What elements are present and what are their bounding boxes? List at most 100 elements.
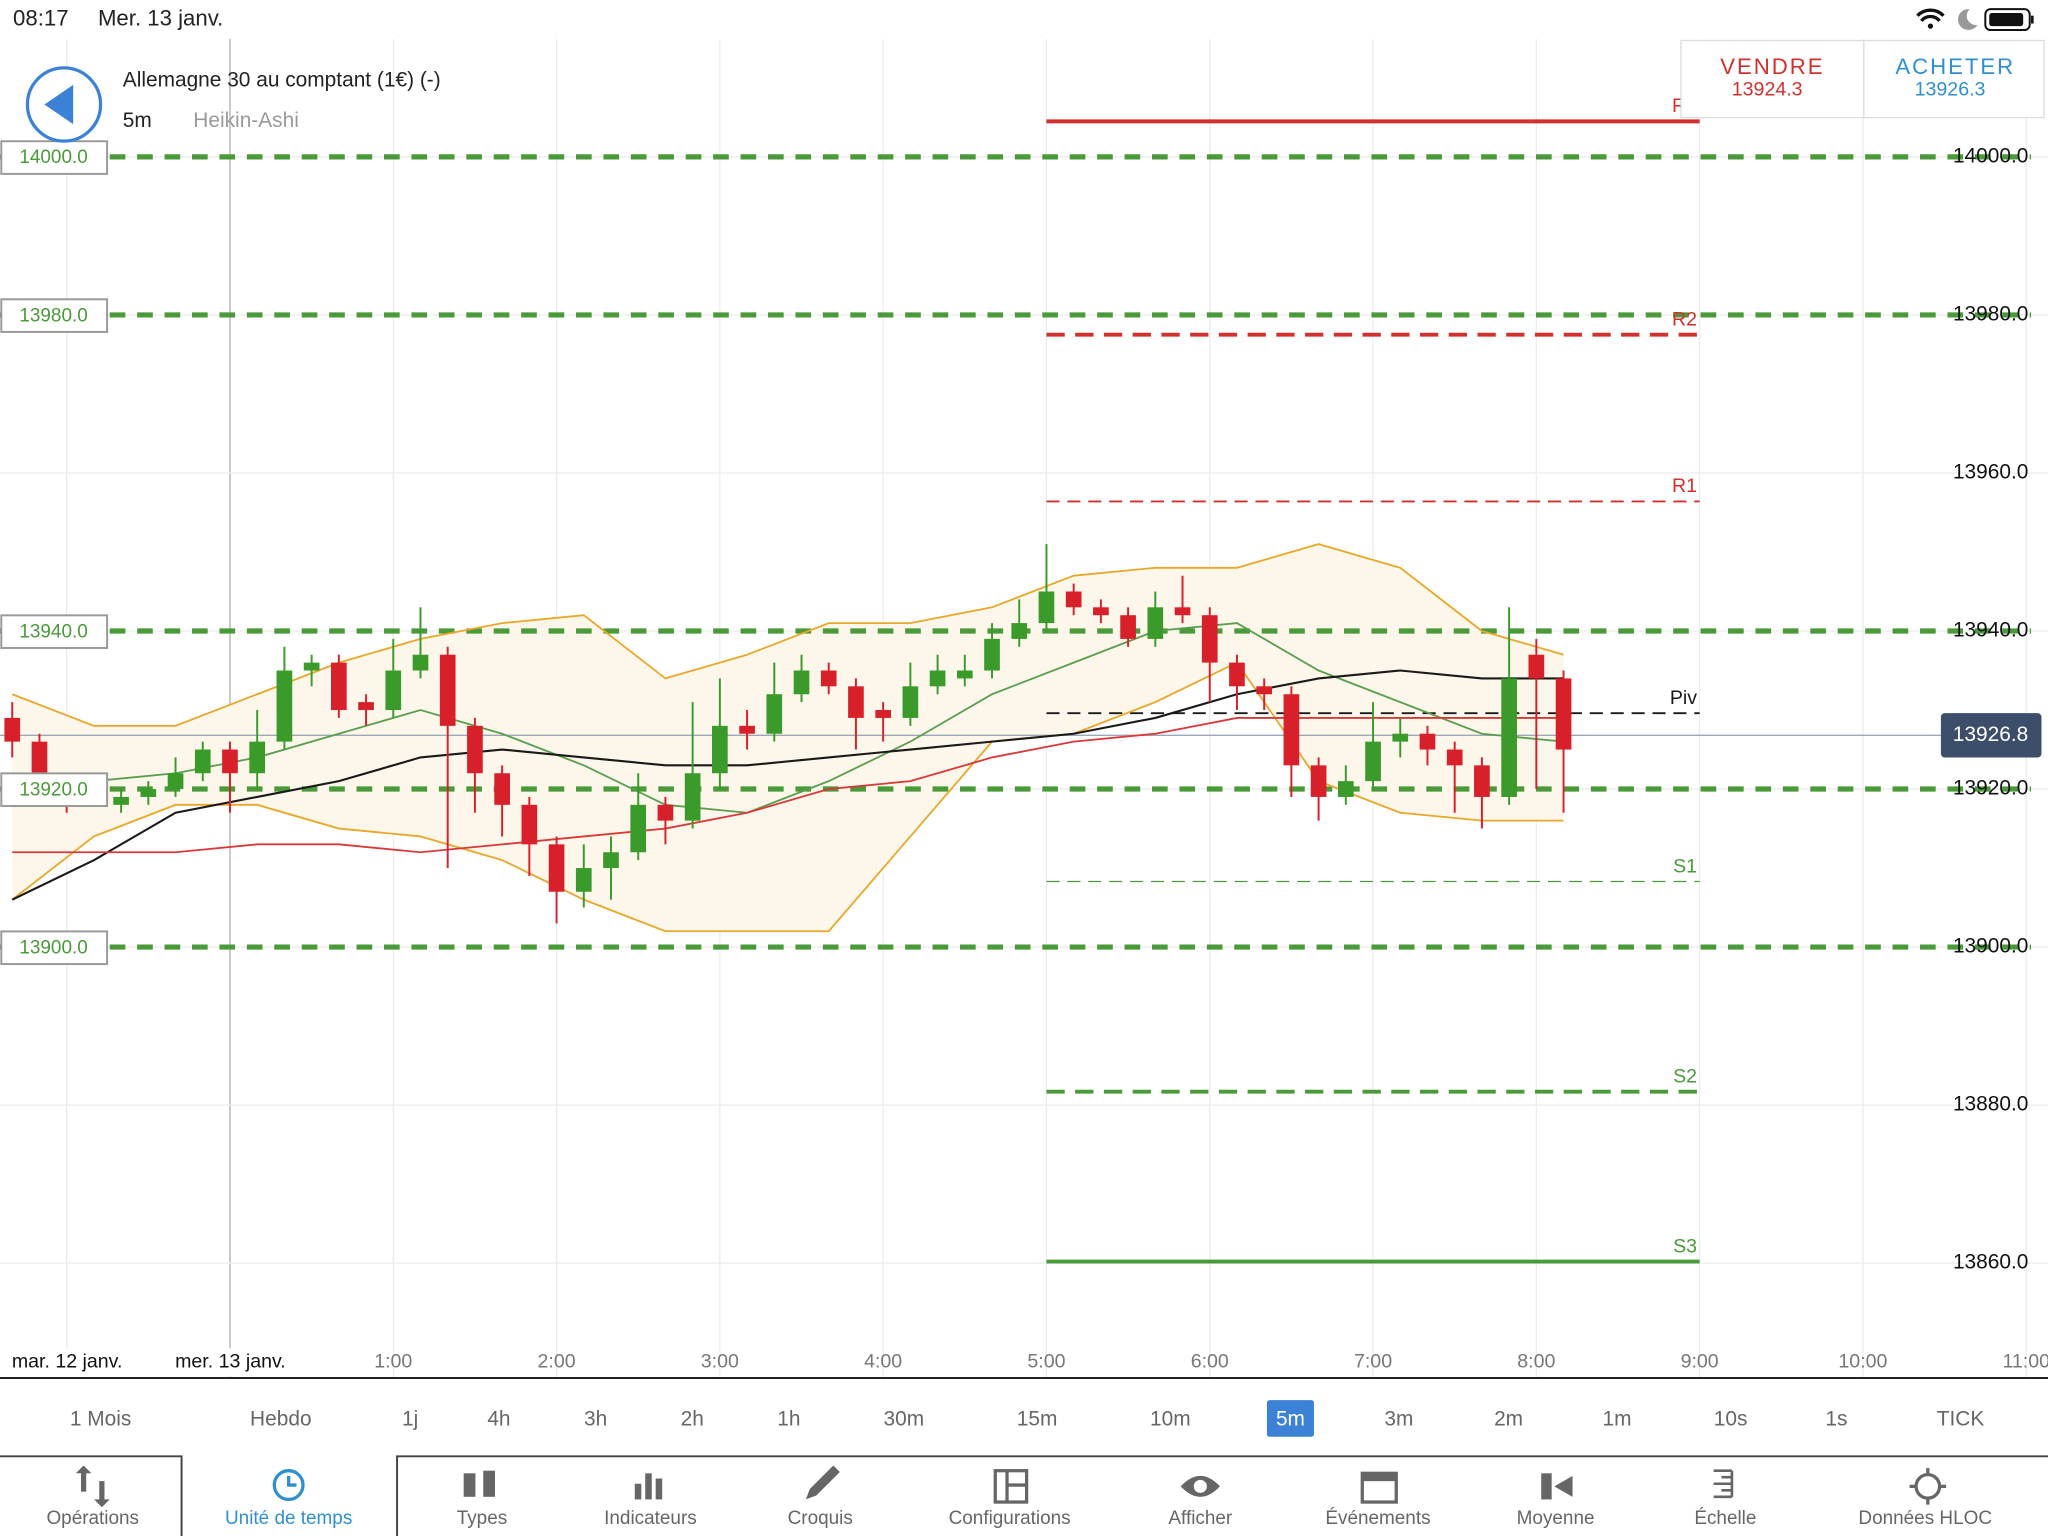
candle-body bbox=[249, 741, 266, 774]
indicator-line bbox=[12, 622, 1564, 814]
candle-body bbox=[1065, 591, 1082, 608]
axes: mar. 12 janv. mer. 13 janv. 1:00 2:00 3:00 4:… bbox=[0, 140, 2048, 1377]
current-price-label: 13926.8 bbox=[1953, 723, 2028, 746]
candle-body bbox=[439, 654, 456, 726]
alert-label: 14000.0 bbox=[19, 147, 87, 168]
instrument-name: Allemagne 30 au comptant (1€) (-) bbox=[123, 68, 441, 91]
candle-body bbox=[1528, 654, 1545, 679]
alert-label-box bbox=[0, 298, 109, 333]
candle-body bbox=[657, 804, 674, 821]
y-tick-label: 13940.0 bbox=[1953, 619, 2028, 642]
toolbar-button[interactable]: Événements bbox=[1325, 1508, 1430, 1529]
candle-body bbox=[1256, 686, 1273, 695]
timeframe-option[interactable]: Hebdo bbox=[250, 1407, 312, 1430]
candle-body bbox=[820, 670, 837, 687]
candle-body bbox=[1337, 781, 1354, 797]
timeframe-option[interactable]: 2m bbox=[1494, 1407, 1523, 1430]
timeframe-option[interactable]: 1m bbox=[1602, 1407, 1631, 1430]
alert-label: 13980.0 bbox=[19, 305, 87, 326]
back-button[interactable] bbox=[25, 66, 103, 143]
toolbar-button[interactable]: Moyenne bbox=[1517, 1508, 1595, 1529]
candle-body bbox=[1474, 765, 1490, 797]
timeframe-label: 5m bbox=[123, 109, 152, 132]
buy-label: ACHETER bbox=[1895, 54, 2015, 79]
x-tick-label: 7:00 bbox=[1354, 1350, 1392, 1372]
candle-body bbox=[793, 670, 810, 695]
status-time: 08:17 bbox=[13, 5, 69, 30]
toolbar-button[interactable]: Configurations bbox=[949, 1508, 1071, 1529]
status-icons bbox=[1916, 8, 2034, 32]
candle-body bbox=[712, 725, 728, 774]
timeframe-option[interactable]: 1j bbox=[402, 1407, 418, 1430]
toolbar-button[interactable]: Types bbox=[457, 1508, 507, 1529]
timeframe-option[interactable]: 10s bbox=[1714, 1407, 1748, 1430]
timeframe-option[interactable]: 4h bbox=[487, 1407, 510, 1430]
toolbar-button[interactable]: Données HLOC bbox=[1858, 1508, 1992, 1529]
candle-body bbox=[575, 868, 592, 892]
candle-body bbox=[548, 844, 565, 892]
timeframe-option[interactable]: 10m bbox=[1150, 1407, 1191, 1430]
candle-body bbox=[1093, 607, 1109, 616]
candle-body bbox=[1501, 678, 1517, 797]
pivot-label: S1 bbox=[1673, 855, 1697, 877]
x-tick-label: 3:00 bbox=[701, 1350, 739, 1372]
alert-label-box bbox=[0, 614, 109, 649]
timeframe-option[interactable]: 1 Mois bbox=[70, 1407, 131, 1430]
timeframe-option[interactable]: 3h bbox=[584, 1407, 607, 1430]
candle-body bbox=[1446, 749, 1463, 766]
sell-button[interactable]: VENDRE 13924.3 bbox=[1680, 39, 1865, 119]
timeframe-option[interactable]: 2h bbox=[681, 1407, 704, 1430]
buy-button[interactable]: ACHETER 13926.3 bbox=[1863, 39, 2045, 119]
indicator-line bbox=[11, 543, 1564, 727]
toolbar-button[interactable]: Unité de temps bbox=[225, 1508, 352, 1529]
candle-body bbox=[303, 662, 320, 671]
pivot-label: Piv bbox=[1670, 687, 1697, 709]
toolbar: Opérations Unité de temps Types Indicateurs… bbox=[46, 1465, 1992, 1529]
timeframe-option[interactable]: 1h bbox=[777, 1407, 800, 1430]
x-tick-label: 5:00 bbox=[1027, 1350, 1065, 1372]
x-tick-label: 10:00 bbox=[1838, 1350, 1887, 1372]
timeframe-option[interactable]: 15m bbox=[1017, 1407, 1058, 1430]
x-tick-label: mer. 13 janv. bbox=[175, 1350, 286, 1372]
y-tick-label: 13900.0 bbox=[1953, 935, 2028, 958]
timeframe-bar: 1 Mois Hebdo 1j 4h 3h 2h 1h 30m 15m 10m 5m 3m 2m 1m 10… bbox=[70, 1400, 1985, 1437]
timeframe-option[interactable]: 3m bbox=[1384, 1407, 1413, 1430]
buy-price: 13926.3 bbox=[1915, 78, 1986, 100]
alert-label-box bbox=[0, 930, 109, 966]
candle-body bbox=[167, 773, 184, 790]
candle-body bbox=[194, 749, 211, 774]
toolbar-frame bbox=[0, 1455, 2048, 1536]
x-tick-label: 6:00 bbox=[1191, 1350, 1229, 1372]
candle-body bbox=[140, 789, 157, 797]
candle-body bbox=[848, 686, 864, 718]
candle-body bbox=[1365, 741, 1381, 782]
timeframe-option[interactable]: 1s bbox=[1825, 1407, 1847, 1430]
timeframe-option[interactable]: 30m bbox=[884, 1407, 925, 1430]
candle-body bbox=[902, 686, 919, 718]
y-tick-label: 13960.0 bbox=[1953, 460, 2028, 483]
toolbar-button[interactable]: Échelle bbox=[1694, 1508, 1756, 1529]
timeframe-option[interactable]: 5m bbox=[1276, 1407, 1305, 1430]
candle-body bbox=[385, 670, 402, 711]
current-price-box bbox=[1940, 713, 2042, 758]
toolbar-button[interactable]: Opérations bbox=[46, 1508, 139, 1529]
alert-label-box bbox=[0, 140, 109, 175]
pivot-label: R2 bbox=[1672, 309, 1697, 331]
timeframe-active-bg bbox=[1266, 1400, 1314, 1437]
toolbar-button[interactable]: Afficher bbox=[1168, 1508, 1232, 1529]
candle-body bbox=[1392, 733, 1409, 742]
candle-body bbox=[956, 670, 973, 679]
indicator-line bbox=[12, 717, 1564, 854]
x-label-bg bbox=[3, 1347, 161, 1377]
candle-body bbox=[276, 670, 293, 742]
timeframe-option[interactable]: TICK bbox=[1937, 1407, 1985, 1430]
candle-body bbox=[467, 725, 483, 774]
status-date: Mer. 13 janv. bbox=[98, 5, 223, 30]
candle-body bbox=[1120, 615, 1136, 639]
x-tick-label: 8:00 bbox=[1517, 1350, 1555, 1372]
candle-body bbox=[1038, 591, 1055, 624]
toolbar-button[interactable]: Croquis bbox=[788, 1508, 853, 1529]
toolbar-button[interactable]: Indicateurs bbox=[604, 1508, 697, 1529]
alert-label-box bbox=[0, 772, 109, 807]
